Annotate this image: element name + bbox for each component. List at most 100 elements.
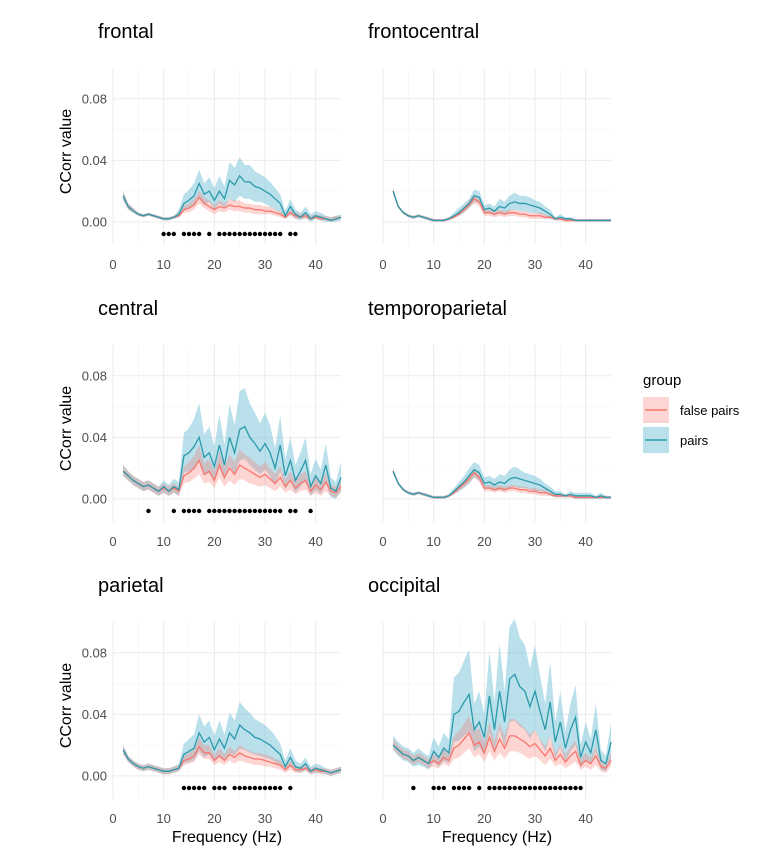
line-pairs <box>392 190 611 222</box>
legend-label: false pairs <box>680 403 740 418</box>
x-tick-label: 0 <box>379 257 386 272</box>
significance-dot <box>186 231 192 237</box>
x-tick-label: 10 <box>426 534 440 549</box>
panel-frontal: frontal 0 10 20 30 40 0.00 0.04 0.08 CCorr value <box>58 21 342 272</box>
significance-dot <box>186 508 192 514</box>
x-tick-label: 0 <box>379 811 386 826</box>
significance-dot <box>308 508 313 514</box>
significance-dot <box>267 508 273 514</box>
y-axis-label: CCorr value <box>58 663 75 748</box>
x-tick-label: 40 <box>308 534 322 549</box>
ribbon-false-pairs <box>123 737 341 776</box>
x-tick-label: 20 <box>207 257 221 272</box>
line-pairs <box>392 673 612 765</box>
significance-dot <box>542 785 548 791</box>
panel-central: central 0 10 20 30 40 0.00 0.04 0.08 CCorr value <box>58 298 342 549</box>
significance-dot <box>247 231 252 237</box>
significance-dot <box>431 785 436 791</box>
panel-grid <box>112 345 341 522</box>
panel-title: frontocentral <box>368 21 479 43</box>
significance-dot <box>212 508 217 514</box>
x-tick-label: 40 <box>578 811 592 826</box>
significance-dot <box>293 231 298 237</box>
x-tick-label: 10 <box>426 257 440 272</box>
x-tick-label: 0 <box>109 534 116 549</box>
x-axis-label: Frequency (Hz) <box>442 829 552 846</box>
significance-dot <box>262 785 268 791</box>
significance-dot <box>227 508 232 514</box>
significance-dot <box>242 508 247 514</box>
significance-dot <box>242 785 247 791</box>
significance-dot <box>227 231 232 237</box>
x-tick-label: 20 <box>477 257 491 272</box>
significance-dot <box>461 785 467 791</box>
significance-dot <box>166 231 171 237</box>
panel-parietal: parietal 0 10 20 30 40 0.00 0.04 0.08 CCorr value… <box>58 575 342 846</box>
ribbon-pairs <box>123 157 341 222</box>
significance-dot <box>252 785 258 791</box>
significance-dot <box>553 785 558 791</box>
significance-dot <box>202 785 207 791</box>
significance-dot <box>262 508 268 514</box>
y-tick-label: 0.08 <box>82 91 107 106</box>
y-tick-label: 0.04 <box>82 707 107 722</box>
significance-dot <box>497 785 502 791</box>
panel-occipital: occipital 0 10 20 30 40 Frequency (Hz) <box>368 575 612 846</box>
line-pairs <box>392 468 611 499</box>
significance-dot <box>257 231 263 237</box>
y-tick-label: 0.04 <box>82 153 107 168</box>
significance-dot <box>563 785 568 791</box>
significance-dot <box>272 508 278 514</box>
significance-dot <box>568 785 573 791</box>
significance-dot <box>191 508 197 514</box>
ribbon-pairs <box>123 702 341 776</box>
legend: group false pairs pairs <box>643 372 740 453</box>
legend-label: pairs <box>680 433 709 448</box>
panel-title: frontal <box>98 21 154 43</box>
significance-dot <box>237 785 242 791</box>
x-tick-label: 40 <box>308 811 322 826</box>
significance-dot <box>436 785 441 791</box>
x-tick-label: 10 <box>156 811 170 826</box>
significance-dot <box>181 231 187 237</box>
significance-dot <box>232 508 237 514</box>
significance-dot <box>146 508 151 514</box>
significance-dot <box>267 231 273 237</box>
x-tick-label: 30 <box>528 534 542 549</box>
x-tick-label: 30 <box>258 811 272 826</box>
x-tick-label: 0 <box>109 257 116 272</box>
panel-temporoparietal: temporoparietal 0 10 20 30 40 <box>368 298 611 549</box>
x-tick-label: 10 <box>426 811 440 826</box>
y-tick-label: 0.08 <box>82 368 107 383</box>
x-tick-label: 10 <box>156 534 170 549</box>
significance-dot <box>222 785 227 791</box>
y-tick-label: 0.08 <box>82 645 107 660</box>
significance-dot <box>578 785 583 791</box>
significance-dot <box>502 785 507 791</box>
panel-title: occipital <box>368 575 440 597</box>
line-pairs <box>122 174 342 222</box>
y-axis-label: CCorr value <box>58 386 75 471</box>
significance-dot <box>242 231 247 237</box>
significance-dot <box>548 785 553 791</box>
y-axis-label: CCorr value <box>58 109 75 194</box>
significance-dot <box>161 231 166 237</box>
significance-dot <box>278 785 283 791</box>
significance-dot <box>247 785 252 791</box>
significance-dot <box>217 508 222 514</box>
y-tick-label: 0.00 <box>82 768 107 783</box>
x-tick-label: 20 <box>477 534 491 549</box>
panel-grid <box>112 622 341 799</box>
ribbon-pairs <box>393 461 611 499</box>
ribbon-false-pairs <box>393 188 611 222</box>
panel-grid <box>112 68 341 245</box>
significance-dot <box>171 508 176 514</box>
x-tick-label: 30 <box>258 534 272 549</box>
significance-dot <box>267 785 273 791</box>
significance-dot <box>532 785 538 791</box>
x-tick-label: 30 <box>528 257 542 272</box>
significance-dot <box>196 231 202 237</box>
significance-dot <box>237 231 242 237</box>
significance-dot <box>186 785 192 791</box>
